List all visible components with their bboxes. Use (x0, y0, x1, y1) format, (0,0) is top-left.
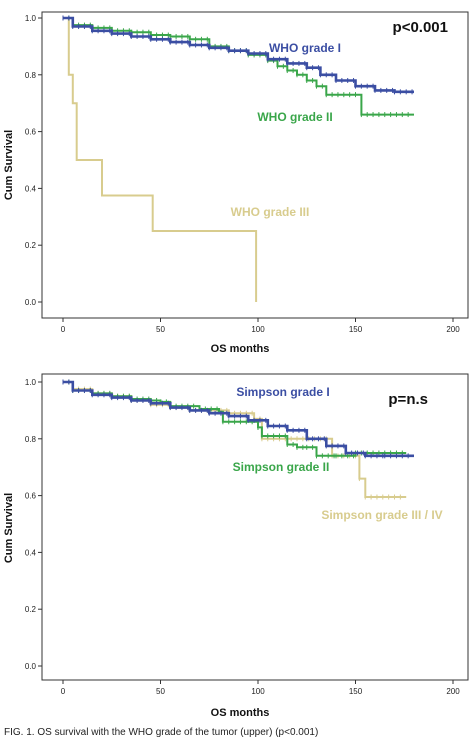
x-tick-label: 200 (446, 325, 460, 334)
series-label-3: WHO grade III (231, 205, 310, 219)
figure-caption: FIG. 1. OS survival with the WHO grade o… (4, 727, 319, 738)
survival-curve-2 (63, 381, 407, 457)
censor-marks-1 (62, 379, 409, 459)
censor-marks-2 (62, 379, 403, 459)
x-tick-label: 100 (251, 687, 265, 696)
survival-curve-1 (63, 16, 414, 94)
x-tick-label: 50 (156, 687, 165, 696)
p-value-annotation: p=n.s (388, 391, 428, 408)
survival-curve-3 (63, 17, 258, 302)
y-tick-label: 0.8 (25, 71, 37, 80)
y-axis-label: Cum Survival (3, 130, 15, 200)
x-tick-label: 0 (61, 687, 66, 696)
series-label-1: Simpson grade I (236, 385, 329, 399)
series-label-2: WHO grade II (257, 110, 332, 124)
y-tick-label: 0.0 (25, 662, 37, 671)
y-tick-label: 1.0 (25, 14, 37, 23)
y-tick-label: 0.2 (25, 241, 37, 250)
series-label-2: Simpson grade II (233, 460, 330, 474)
who-grade-panel: 0.0 0.2 0.4 0.6 0.8 1.0 0 50 100 150 200 Cum Surviv… (3, 11, 469, 355)
x-tick-label: 150 (349, 325, 363, 334)
x-tick-label: 0 (61, 325, 66, 334)
y-tick-label: 0.4 (25, 184, 37, 193)
y-tick-label: 0.6 (25, 492, 37, 501)
survival-curve-3 (63, 381, 407, 498)
y-axis-label: Cum Survival (3, 493, 15, 563)
x-axis-label: OS months (211, 343, 270, 355)
y-tick-label: 0.8 (25, 435, 37, 444)
plot-frame (41, 11, 469, 319)
y-tick-label: 0.4 (25, 548, 37, 557)
censor-marks-1 (62, 15, 413, 95)
x-tick-label: 50 (156, 325, 165, 334)
x-tick-label: 100 (251, 325, 265, 334)
x-tick-label: 200 (446, 687, 460, 696)
p-value-annotation: p<0.001 (393, 19, 448, 36)
y-tick-label: 0.2 (25, 605, 37, 614)
y-tick-label: 0.0 (25, 298, 37, 307)
y-tick-label: 0.6 (25, 128, 37, 137)
x-axis-label: OS months (211, 707, 270, 719)
simpson-grade-panel: 0.0 0.2 0.4 0.6 0.8 1.0 0 50 100 150 200 Cum Surviv… (3, 373, 469, 719)
series-label-3: Simpson grade III / IV (321, 508, 442, 522)
y-tick-label: 1.0 (25, 378, 37, 387)
x-tick-label: 150 (349, 687, 363, 696)
series-label-1: WHO grade I (269, 41, 341, 55)
plot-frame (41, 373, 469, 681)
